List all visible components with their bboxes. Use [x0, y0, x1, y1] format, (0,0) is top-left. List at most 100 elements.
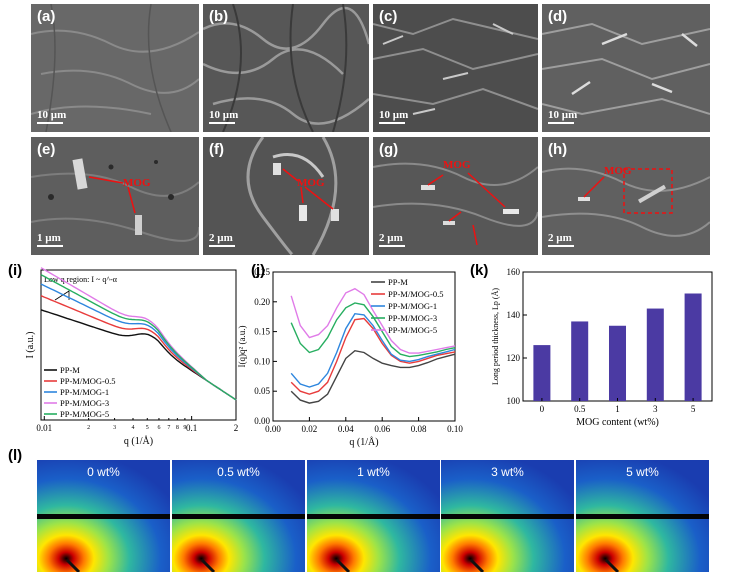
legend-label: PP-M — [388, 277, 408, 287]
legend-label: PP-M/MOG-0.5 — [60, 376, 116, 386]
y-axis-label: Long period thickness, Lp (Å) — [491, 288, 500, 385]
legend-label: PP-M/MOG-0.5 — [388, 289, 444, 299]
x-tick-label: 0.04 — [338, 424, 354, 434]
x-axis-label: MOG content (wt%) — [576, 417, 659, 428]
scale-label: 2 µm — [548, 232, 572, 244]
scale-bar: 10 µm — [209, 109, 238, 124]
legend-label: PP-M/MOG-3 — [60, 398, 109, 408]
y-tick-label: 0.20 — [254, 297, 270, 307]
series-line — [40, 309, 237, 401]
panel-label: (g) — [379, 141, 399, 158]
scale-label: 1 µm — [37, 232, 61, 244]
annotation: Low q region: I ~ q^-α — [44, 275, 118, 284]
mog-annotation: MOG — [123, 177, 151, 189]
x-tick-label: 2 — [87, 425, 90, 431]
sem-texture — [373, 4, 538, 132]
saxs-label: 5 wt% — [626, 465, 659, 479]
bar — [533, 345, 551, 401]
panel-label: (c) — [379, 8, 398, 25]
bar — [646, 308, 664, 401]
scale-bar: 10 µm — [37, 109, 66, 124]
scale-label: 10 µm — [379, 109, 409, 121]
x-axis-label: q (1/Å) — [349, 436, 378, 448]
panel-label: (f) — [209, 141, 224, 158]
saxs-heatmap — [307, 460, 440, 572]
scale-label: 10 µm — [548, 109, 578, 121]
saxs-pattern: 0.5 wt% — [172, 460, 305, 572]
scale-label: 10 µm — [209, 109, 239, 121]
panel-label-l: (l) — [8, 447, 23, 464]
mog-annotation: MOG — [297, 177, 325, 189]
sem-texture — [542, 4, 710, 132]
sem-texture — [373, 137, 538, 255]
bar — [608, 325, 627, 401]
mog-annotation: MOG — [443, 159, 471, 171]
sem-panel-e: (e) MOG 1 µm — [31, 137, 199, 255]
series-line — [290, 302, 456, 358]
x-tick-label: 8 — [176, 425, 179, 431]
sem-panel-b: (b) 10 µm — [203, 4, 369, 132]
sem-panel-f: (f) MOG 2 µm — [203, 137, 369, 255]
x-tick-label: 2 — [234, 423, 239, 433]
sem-texture — [542, 137, 710, 255]
y-tick-label: 100 — [507, 396, 521, 406]
y-tick-label: 160 — [507, 267, 521, 277]
slope-triangle — [54, 290, 70, 301]
x-tick-label: 1 — [615, 404, 620, 414]
sem-panel-d: (d) 10 µm — [542, 4, 710, 132]
x-tick-label: 7 — [167, 425, 170, 431]
saxs-label: 3 wt% — [491, 465, 524, 479]
saxs-label: 1 wt% — [357, 465, 390, 479]
saxs-heatmap — [441, 460, 574, 572]
panel-label-i: (i) — [8, 262, 23, 279]
y-tick-label: 120 — [507, 353, 521, 363]
x-tick-label: 0.01 — [36, 423, 52, 433]
panel-label-k: (k) — [470, 262, 489, 279]
x-tick-label: 0.10 — [447, 424, 463, 434]
panel-label: (b) — [209, 8, 229, 25]
series-line — [40, 283, 237, 401]
sem-panel-h: (h) MOG 2 µm — [542, 137, 710, 255]
scale-bar: 1 µm — [37, 232, 63, 247]
y-tick-label: 0.15 — [254, 327, 270, 337]
mog-annotation: MOG — [604, 165, 632, 177]
legend-label: PP-M/MOG-5 — [388, 325, 437, 335]
y-tick-label: 0.05 — [254, 386, 270, 396]
sem-texture — [31, 4, 199, 132]
y-axis-label: I (a.u.) — [25, 332, 36, 359]
scale-label: 2 µm — [209, 232, 233, 244]
saxs-pattern: 0 wt% — [37, 460, 170, 572]
saxs-heatmap — [37, 460, 170, 572]
saxs-heatmap — [576, 460, 709, 572]
legend-label: PP-M — [60, 365, 80, 375]
y-tick-label: 0.10 — [254, 356, 270, 366]
legend-label: PP-M/MOG-5 — [60, 409, 109, 419]
scale-bar: 2 µm — [209, 232, 235, 247]
plot-frame — [272, 271, 456, 422]
series-line — [290, 312, 456, 388]
saxs-label: 0.5 wt% — [217, 465, 260, 479]
series-line — [40, 274, 237, 401]
panel-label: (e) — [37, 141, 56, 158]
x-tick-label: 3 — [113, 425, 116, 431]
bar — [684, 293, 702, 401]
sem-texture — [203, 137, 369, 255]
panel-label: (a) — [37, 8, 56, 25]
y-tick-label: 0.00 — [254, 416, 270, 426]
x-tick-label: 0.02 — [302, 424, 318, 434]
x-tick-label: 6 — [157, 425, 160, 431]
x-tick-label: 0.1 — [186, 423, 197, 433]
legend-label: PP-M/MOG-3 — [388, 313, 437, 323]
x-tick-label: 4 — [132, 425, 135, 431]
x-tick-label: 5 — [146, 425, 149, 431]
scale-bar: 10 µm — [379, 109, 408, 124]
series-line — [290, 287, 456, 354]
saxs-pattern: 5 wt% — [576, 460, 709, 572]
x-tick-label: 0.06 — [374, 424, 390, 434]
x-tick-label: 0 — [540, 404, 545, 414]
x-tick-label: 0.5 — [574, 404, 586, 414]
saxs-label: 0 wt% — [87, 465, 120, 479]
scale-label: 2 µm — [379, 232, 403, 244]
y-axis-label: I(q)q² (a.u.) — [237, 326, 247, 368]
